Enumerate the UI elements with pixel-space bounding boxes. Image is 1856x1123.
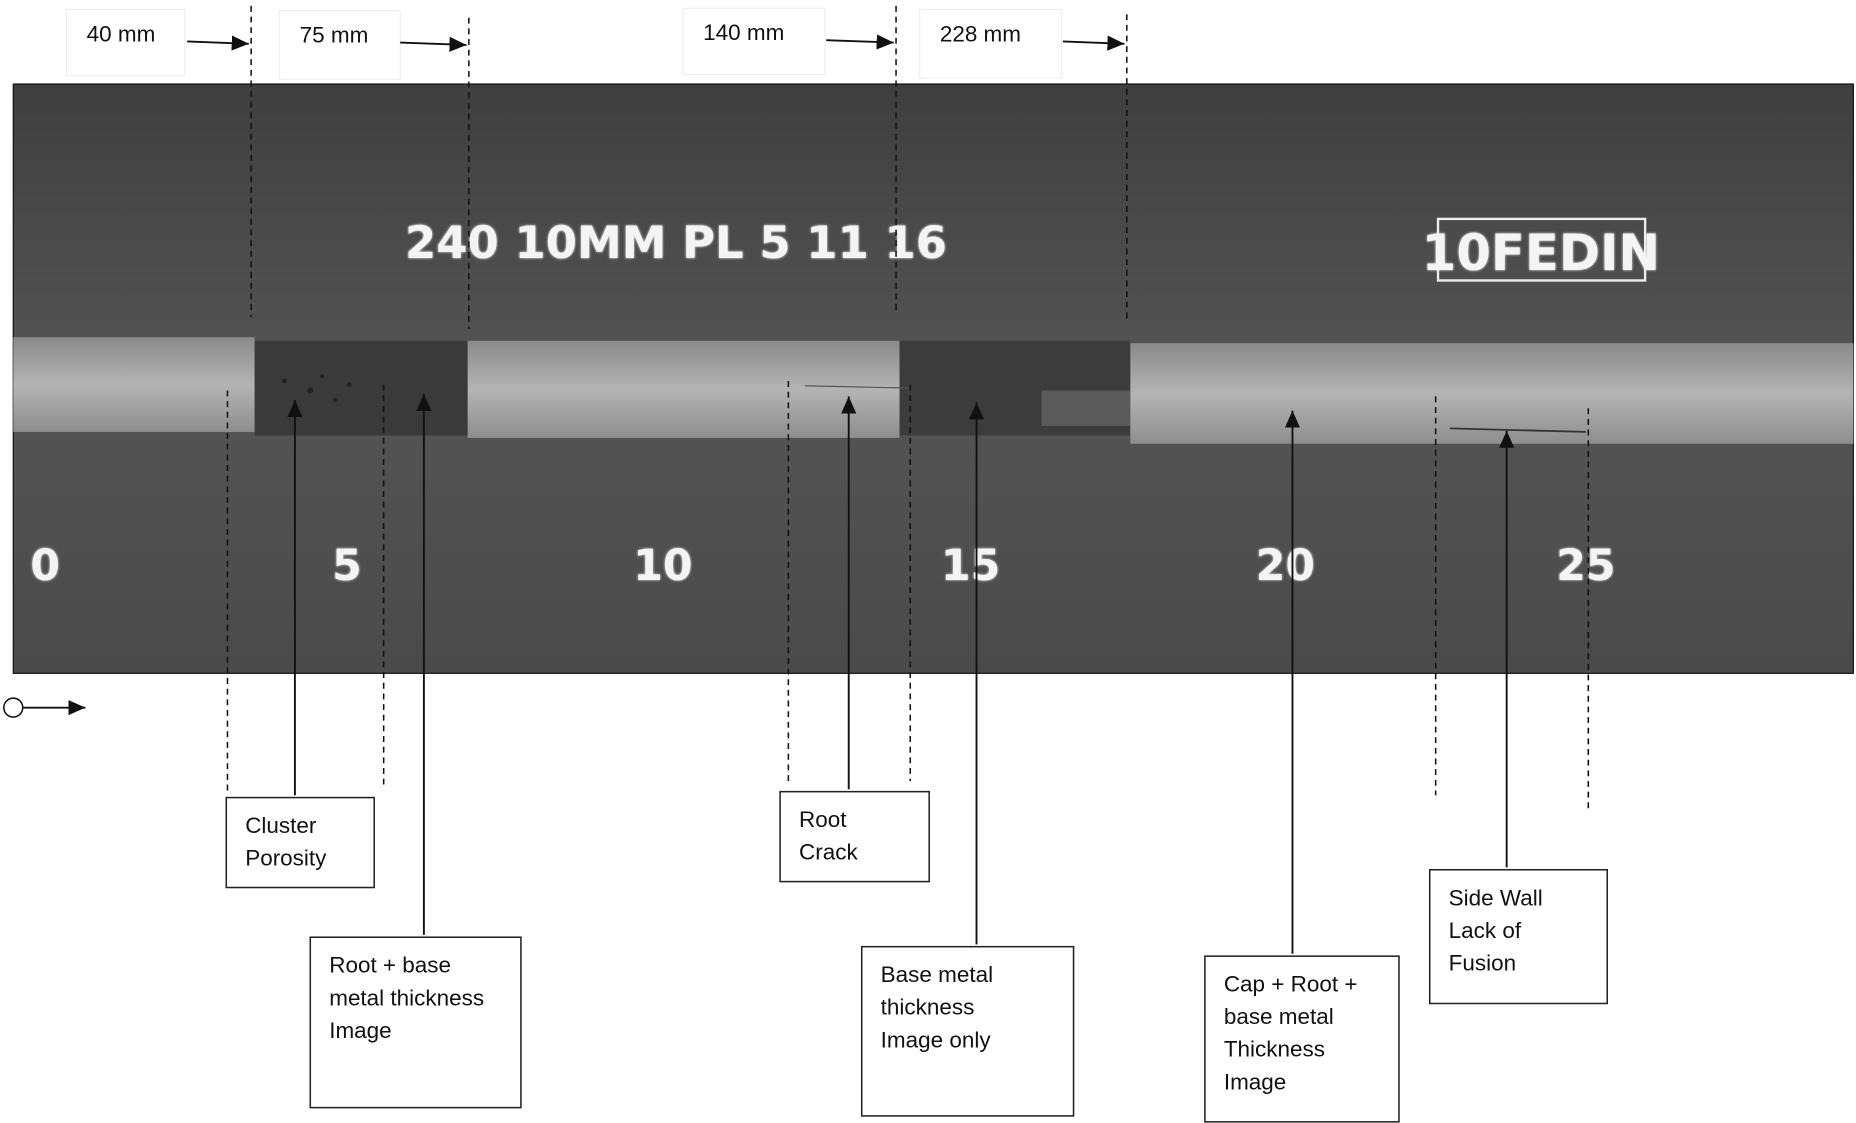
annotation-text: metal thickness bbox=[329, 985, 484, 1010]
scale-number: 15 bbox=[941, 541, 1000, 591]
annotation-text: base metal bbox=[1224, 1004, 1334, 1029]
origin bbox=[4, 698, 23, 717]
scale-number: 5 bbox=[332, 541, 362, 591]
scale-number: 25 bbox=[1556, 541, 1615, 591]
annotation-text: Image bbox=[1224, 1069, 1286, 1094]
annotation-text: Porosity bbox=[245, 846, 327, 871]
pore bbox=[320, 374, 324, 378]
annotation-text: Cap + Root + bbox=[1224, 972, 1358, 997]
annotation-text: Image bbox=[329, 1018, 391, 1043]
dim-arrow bbox=[187, 41, 249, 43]
annotation-text: Image only bbox=[881, 1027, 992, 1052]
annotation-text: Cluster bbox=[245, 813, 317, 838]
weld-dark bbox=[255, 341, 468, 436]
dim-arrow bbox=[400, 43, 466, 45]
annotation-text: Side Wall bbox=[1449, 885, 1543, 910]
annotation-text: Crack bbox=[799, 840, 858, 865]
annotation-text: Thickness bbox=[1224, 1037, 1325, 1062]
scale-number: 0 bbox=[30, 541, 60, 591]
pore bbox=[307, 388, 313, 394]
pore bbox=[333, 398, 338, 403]
dim-label: 75 mm bbox=[300, 23, 369, 48]
radiograph-diagram: 240 10MM PL 5 11 16 10FEDIN 0 5 10 15 20 25 4… bbox=[0, 0, 1856, 1123]
annotation-text: Root bbox=[799, 807, 847, 832]
scale-number: 10 bbox=[633, 541, 692, 591]
weld-bright bbox=[13, 337, 254, 432]
annotation-text: thickness bbox=[881, 995, 975, 1020]
dim-label: 140 mm bbox=[703, 20, 784, 45]
scale-number: 20 bbox=[1256, 541, 1315, 591]
annotation-text: Lack of bbox=[1449, 918, 1522, 943]
weld-bright bbox=[468, 341, 900, 438]
dim-arrow bbox=[1063, 41, 1125, 43]
film-id: 10FEDIN bbox=[1422, 224, 1660, 282]
annotation-text: Fusion bbox=[1449, 950, 1516, 975]
pore bbox=[347, 382, 352, 387]
annotation-box bbox=[226, 798, 374, 888]
annotation-text: Base metal bbox=[881, 962, 993, 987]
weld-root bbox=[1042, 391, 1131, 427]
dim-arrow bbox=[826, 40, 893, 42]
pore bbox=[282, 379, 287, 384]
annotation-text: Root + base bbox=[329, 953, 451, 978]
dim-label: 228 mm bbox=[940, 21, 1021, 46]
dim-label: 40 mm bbox=[87, 21, 156, 46]
film-marking: 240 10MM PL 5 11 16 bbox=[405, 216, 947, 269]
dimensions: 40 mm 75 mm 140 mm 228 mm bbox=[67, 8, 1125, 79]
annotation-box bbox=[780, 792, 929, 882]
